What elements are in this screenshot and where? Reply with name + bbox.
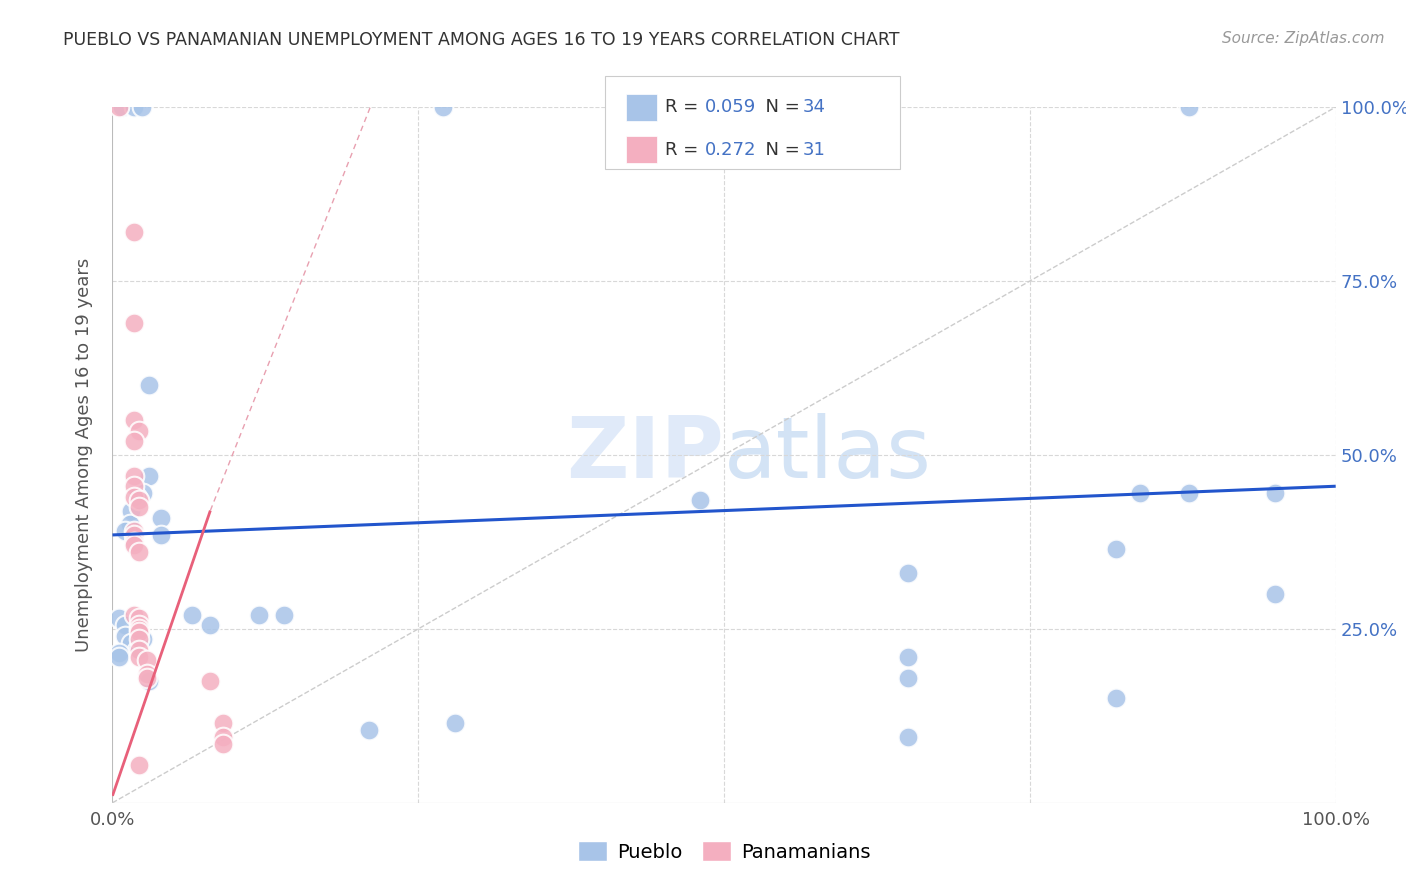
Point <box>138 378 160 392</box>
Point <box>124 490 146 504</box>
Text: PUEBLO VS PANAMANIAN UNEMPLOYMENT AMONG AGES 16 TO 19 YEARS CORRELATION CHART: PUEBLO VS PANAMANIAN UNEMPLOYMENT AMONG … <box>63 31 900 49</box>
Point <box>128 757 150 772</box>
Point <box>125 642 148 657</box>
Point <box>359 723 381 737</box>
Point <box>107 646 129 660</box>
Point <box>1178 486 1201 500</box>
Text: atlas: atlas <box>724 413 932 497</box>
Point <box>124 468 146 483</box>
Text: 0.272: 0.272 <box>704 141 756 159</box>
Point <box>107 611 129 625</box>
Point <box>273 607 295 622</box>
Point <box>138 468 160 483</box>
Point <box>111 100 134 114</box>
Point <box>897 649 920 664</box>
Point <box>128 618 150 632</box>
Text: 0.059: 0.059 <box>704 98 755 116</box>
Point <box>1178 100 1201 114</box>
Point <box>200 618 222 632</box>
Point <box>128 642 150 657</box>
Point <box>247 607 270 622</box>
Point <box>107 649 129 664</box>
Point <box>135 671 157 685</box>
Text: N =: N = <box>754 98 806 116</box>
Point <box>118 517 141 532</box>
Text: ZIP: ZIP <box>567 413 724 497</box>
Point <box>150 510 173 524</box>
Point <box>124 225 146 239</box>
Text: R =: R = <box>665 141 704 159</box>
Point <box>128 625 150 640</box>
Point <box>128 545 150 559</box>
Point <box>124 535 146 549</box>
Point <box>124 528 146 542</box>
Point <box>128 622 150 636</box>
Point <box>114 629 136 643</box>
Point <box>1264 486 1286 500</box>
Point <box>689 493 711 508</box>
Point <box>125 490 148 504</box>
Text: N =: N = <box>754 141 806 159</box>
Y-axis label: Unemployment Among Ages 16 to 19 years: Unemployment Among Ages 16 to 19 years <box>75 258 93 652</box>
Point <box>444 715 467 730</box>
Point <box>124 413 146 427</box>
Text: Source: ZipAtlas.com: Source: ZipAtlas.com <box>1222 31 1385 46</box>
Point <box>1104 691 1126 706</box>
Point <box>1104 541 1126 556</box>
Point <box>131 100 153 114</box>
Point <box>128 424 150 438</box>
Point <box>211 737 233 751</box>
Point <box>128 500 150 514</box>
Point <box>124 100 146 114</box>
Point <box>128 611 150 625</box>
Point <box>132 486 155 500</box>
Point <box>200 674 222 689</box>
Text: R =: R = <box>665 98 704 116</box>
Point <box>432 100 454 114</box>
Point <box>897 671 920 685</box>
Point <box>124 434 146 448</box>
Point <box>872 100 894 114</box>
Point <box>128 632 150 647</box>
Legend: Pueblo, Panamanians: Pueblo, Panamanians <box>571 833 877 870</box>
Point <box>107 100 129 114</box>
Point <box>124 607 146 622</box>
Point <box>114 618 136 632</box>
Point <box>120 503 142 517</box>
Point <box>124 538 146 552</box>
Point <box>150 528 173 542</box>
Point <box>211 715 233 730</box>
Point <box>1264 587 1286 601</box>
Text: 34: 34 <box>803 98 825 116</box>
Point <box>124 479 146 493</box>
Point <box>211 730 233 744</box>
Point <box>1129 486 1152 500</box>
Point <box>181 607 204 622</box>
Text: 31: 31 <box>803 141 825 159</box>
Point <box>135 653 157 667</box>
Point <box>897 730 920 744</box>
Point <box>897 566 920 581</box>
Point <box>138 674 160 689</box>
Point <box>120 636 142 650</box>
Point <box>124 524 146 539</box>
Point <box>114 524 136 539</box>
Point <box>124 316 146 330</box>
Point <box>128 493 150 508</box>
Point <box>135 667 157 681</box>
Point <box>128 649 150 664</box>
Point <box>132 632 155 647</box>
